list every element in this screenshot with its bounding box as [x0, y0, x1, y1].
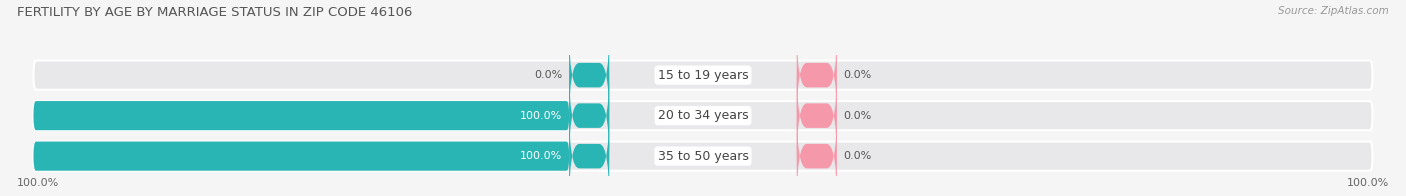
- Text: FERTILITY BY AGE BY MARRIAGE STATUS IN ZIP CODE 46106: FERTILITY BY AGE BY MARRIAGE STATUS IN Z…: [17, 6, 412, 19]
- FancyBboxPatch shape: [797, 67, 837, 164]
- Text: 20 to 34 years: 20 to 34 years: [658, 109, 748, 122]
- FancyBboxPatch shape: [569, 67, 609, 164]
- Text: Source: ZipAtlas.com: Source: ZipAtlas.com: [1278, 6, 1389, 16]
- Text: 15 to 19 years: 15 to 19 years: [658, 69, 748, 82]
- Text: 35 to 50 years: 35 to 50 years: [658, 150, 748, 163]
- FancyBboxPatch shape: [34, 142, 569, 171]
- FancyBboxPatch shape: [569, 27, 609, 124]
- Text: 100.0%: 100.0%: [17, 178, 59, 188]
- Text: 0.0%: 0.0%: [844, 111, 872, 121]
- FancyBboxPatch shape: [797, 27, 837, 124]
- Text: 100.0%: 100.0%: [520, 111, 562, 121]
- Text: 0.0%: 0.0%: [844, 70, 872, 80]
- FancyBboxPatch shape: [569, 108, 609, 196]
- Text: 100.0%: 100.0%: [520, 151, 562, 161]
- FancyBboxPatch shape: [34, 101, 1372, 130]
- FancyBboxPatch shape: [34, 101, 569, 130]
- Text: 100.0%: 100.0%: [1347, 178, 1389, 188]
- Text: 0.0%: 0.0%: [534, 70, 562, 80]
- Text: 0.0%: 0.0%: [844, 151, 872, 161]
- FancyBboxPatch shape: [34, 61, 1372, 90]
- FancyBboxPatch shape: [797, 108, 837, 196]
- FancyBboxPatch shape: [34, 142, 1372, 171]
